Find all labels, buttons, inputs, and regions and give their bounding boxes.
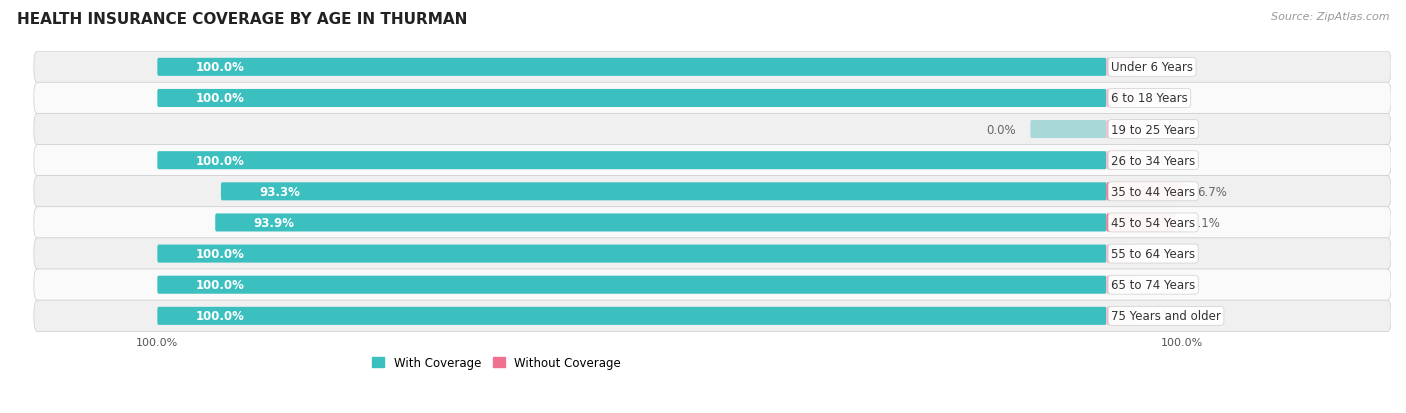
Text: 93.3%: 93.3% bbox=[259, 185, 299, 198]
FancyBboxPatch shape bbox=[34, 52, 1391, 83]
FancyBboxPatch shape bbox=[34, 145, 1391, 176]
FancyBboxPatch shape bbox=[1107, 183, 1182, 201]
FancyBboxPatch shape bbox=[34, 238, 1391, 270]
Text: 75 Years and older: 75 Years and older bbox=[1111, 310, 1220, 323]
FancyBboxPatch shape bbox=[1031, 121, 1107, 139]
Text: 0.0%: 0.0% bbox=[1149, 247, 1178, 261]
Text: Under 6 Years: Under 6 Years bbox=[1111, 61, 1194, 74]
Text: 100.0%: 100.0% bbox=[1161, 337, 1204, 347]
FancyBboxPatch shape bbox=[157, 276, 1107, 294]
FancyBboxPatch shape bbox=[1107, 307, 1135, 325]
Text: 0.0%: 0.0% bbox=[1149, 278, 1178, 292]
FancyBboxPatch shape bbox=[34, 176, 1391, 208]
FancyBboxPatch shape bbox=[34, 207, 1391, 239]
FancyBboxPatch shape bbox=[1107, 59, 1135, 77]
FancyBboxPatch shape bbox=[157, 152, 1107, 170]
Text: 0.0%: 0.0% bbox=[1149, 310, 1178, 323]
FancyBboxPatch shape bbox=[34, 300, 1391, 332]
Text: 100.0%: 100.0% bbox=[195, 154, 245, 167]
FancyBboxPatch shape bbox=[157, 90, 1107, 108]
Text: 0.0%: 0.0% bbox=[1149, 61, 1178, 74]
Text: 100.0%: 100.0% bbox=[195, 92, 245, 105]
FancyBboxPatch shape bbox=[157, 59, 1107, 77]
Text: 6.1%: 6.1% bbox=[1189, 216, 1220, 229]
FancyBboxPatch shape bbox=[157, 245, 1107, 263]
Text: Source: ZipAtlas.com: Source: ZipAtlas.com bbox=[1271, 12, 1389, 22]
Text: 100.0%: 100.0% bbox=[136, 337, 179, 347]
FancyBboxPatch shape bbox=[1107, 152, 1135, 170]
Text: 26 to 34 Years: 26 to 34 Years bbox=[1111, 154, 1195, 167]
Text: 100.0%: 100.0% bbox=[195, 247, 245, 261]
Text: 35 to 44 Years: 35 to 44 Years bbox=[1111, 185, 1195, 198]
FancyBboxPatch shape bbox=[1107, 214, 1175, 232]
FancyBboxPatch shape bbox=[215, 214, 1107, 232]
Text: 100.0%: 100.0% bbox=[195, 310, 245, 323]
Text: 65 to 74 Years: 65 to 74 Years bbox=[1111, 278, 1195, 292]
FancyBboxPatch shape bbox=[1107, 90, 1135, 108]
FancyBboxPatch shape bbox=[221, 183, 1107, 201]
FancyBboxPatch shape bbox=[157, 307, 1107, 325]
FancyBboxPatch shape bbox=[34, 114, 1391, 145]
FancyBboxPatch shape bbox=[1107, 245, 1135, 263]
Text: 19 to 25 Years: 19 to 25 Years bbox=[1111, 123, 1195, 136]
Text: HEALTH INSURANCE COVERAGE BY AGE IN THURMAN: HEALTH INSURANCE COVERAGE BY AGE IN THUR… bbox=[17, 12, 467, 27]
Text: 93.9%: 93.9% bbox=[253, 216, 294, 229]
Text: 6 to 18 Years: 6 to 18 Years bbox=[1111, 92, 1188, 105]
Text: 45 to 54 Years: 45 to 54 Years bbox=[1111, 216, 1195, 229]
FancyBboxPatch shape bbox=[34, 269, 1391, 301]
FancyBboxPatch shape bbox=[1107, 276, 1135, 294]
FancyBboxPatch shape bbox=[1107, 121, 1135, 139]
Text: 0.0%: 0.0% bbox=[987, 123, 1017, 136]
Text: 0.0%: 0.0% bbox=[1149, 123, 1178, 136]
Text: 55 to 64 Years: 55 to 64 Years bbox=[1111, 247, 1195, 261]
Text: 0.0%: 0.0% bbox=[1149, 154, 1178, 167]
Text: 100.0%: 100.0% bbox=[195, 278, 245, 292]
FancyBboxPatch shape bbox=[34, 83, 1391, 114]
Text: 0.0%: 0.0% bbox=[1149, 92, 1178, 105]
Text: 6.7%: 6.7% bbox=[1197, 185, 1226, 198]
Legend: With Coverage, Without Coverage: With Coverage, Without Coverage bbox=[373, 356, 621, 369]
Text: 100.0%: 100.0% bbox=[195, 61, 245, 74]
